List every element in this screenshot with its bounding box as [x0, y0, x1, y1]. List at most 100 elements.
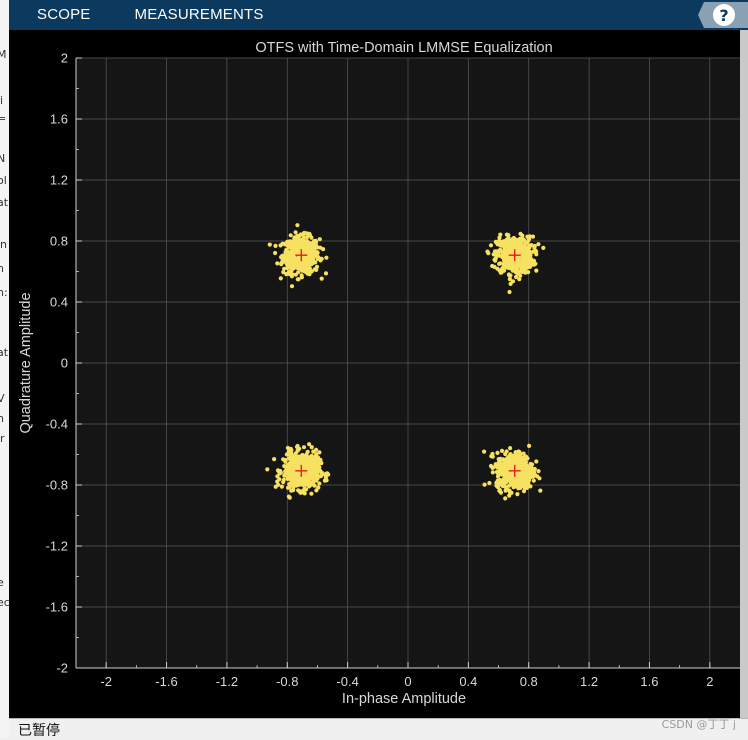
constellation-point — [490, 470, 495, 475]
constellation-point — [278, 243, 283, 248]
constellation-point — [523, 240, 528, 245]
background-text-fragment: n: — [0, 286, 8, 299]
constellation-point — [285, 485, 291, 490]
constellation-point — [295, 277, 300, 282]
constellation-point — [308, 246, 313, 251]
x-axis-label: In-phase Amplitude — [342, 691, 466, 707]
y-tick-label: 1.2 — [50, 173, 68, 188]
constellation-point — [515, 271, 520, 276]
constellation-point — [517, 449, 522, 455]
y-tick-label: -0.8 — [46, 478, 68, 493]
constellation-point — [494, 483, 499, 488]
constellation-point — [296, 257, 302, 262]
constellation-point — [527, 234, 532, 239]
constellation-point — [279, 484, 284, 489]
constellation-point — [324, 255, 329, 260]
constellation-point — [288, 233, 293, 238]
constellation-point — [516, 243, 521, 249]
constellation-point — [302, 486, 307, 491]
tab-measurements[interactable]: MEASUREMENTS — [134, 6, 264, 23]
constellation-point — [501, 243, 506, 248]
x-tick-label: 0.8 — [520, 674, 538, 689]
scope-figure: OTFS with Time-Domain LMMSE Equalization… — [9, 30, 740, 718]
constellation-plot[interactable]: OTFS with Time-Domain LMMSE Equalization… — [9, 30, 740, 718]
window-edge — [740, 30, 748, 718]
help-button[interactable]: ? — [692, 0, 748, 30]
constellation-point — [504, 257, 509, 262]
constellation-point — [287, 250, 292, 255]
constellation-point — [287, 482, 292, 487]
constellation-point — [527, 443, 532, 448]
constellation-point — [523, 454, 529, 459]
constellation-point — [503, 463, 508, 468]
constellation-point — [275, 479, 280, 484]
constellation-point — [286, 265, 291, 270]
constellation-point — [317, 237, 322, 242]
constellation-point — [292, 246, 297, 252]
constellation-point — [281, 477, 286, 482]
constellation-point — [304, 235, 309, 240]
constellation-point — [302, 461, 307, 466]
constellation-point — [288, 453, 293, 458]
constellation-point — [500, 254, 505, 260]
constellation-point — [308, 471, 313, 476]
constellation-point — [265, 467, 270, 472]
background-text-fragment: ir — [0, 432, 5, 445]
constellation-point — [497, 459, 503, 464]
constellation-point — [279, 255, 284, 260]
constellation-point — [312, 267, 317, 272]
constellation-point — [293, 272, 298, 277]
constellation-point — [512, 239, 517, 244]
constellation-point — [309, 235, 314, 240]
constellation-point — [505, 472, 510, 477]
background-text-fragment: at — [0, 346, 9, 359]
constellation-point — [296, 472, 301, 477]
constellation-point — [526, 238, 531, 243]
constellation-point — [506, 272, 512, 277]
tab-scope[interactable]: SCOPE — [37, 6, 91, 23]
constellation-point — [303, 243, 308, 248]
constellation-point — [302, 257, 308, 262]
constellation-point — [519, 468, 525, 473]
constellation-point — [495, 249, 500, 254]
constellation-point — [310, 476, 315, 481]
constellation-point — [502, 249, 507, 254]
y-axis-label: Quadrature Amplitude — [18, 292, 34, 433]
constellation-point — [501, 472, 507, 477]
constellation-point — [281, 270, 286, 275]
constellation-point — [498, 490, 504, 495]
constellation-point — [521, 261, 526, 266]
constellation-point — [291, 458, 296, 463]
constellation-point — [311, 468, 316, 474]
background-text-fragment: e — [0, 576, 4, 589]
constellation-point — [288, 472, 294, 477]
constellation-point — [314, 488, 319, 493]
background-text-fragment: at — [0, 196, 9, 209]
constellation-point — [311, 457, 316, 462]
constellation-point — [510, 460, 515, 465]
help-icon[interactable]: ? — [713, 4, 735, 26]
background-text-fragment: N — [0, 152, 5, 165]
axis-ticks: -2 -1.6 -1.2 -0.8 -0.4 0 0.4 0.8 1.2 1.6 2 2 1.6 1.2 0… — [46, 51, 740, 689]
constellation-point — [301, 235, 306, 240]
constellation-point — [276, 482, 281, 487]
constellation-point — [510, 478, 515, 484]
constellation-point — [313, 460, 319, 465]
constellation-point — [507, 493, 512, 498]
constellation-point — [290, 467, 295, 472]
constellation-point — [520, 233, 525, 238]
constellation-point — [505, 246, 510, 251]
constellation-point — [521, 489, 527, 494]
y-tick-label: 0.4 — [50, 295, 68, 310]
y-tick-label: -1.6 — [46, 600, 68, 615]
constellation-point — [530, 462, 535, 467]
status-bar: 已暂停 CSDN @丁丁 j — [9, 718, 748, 739]
constellation-point — [321, 247, 326, 252]
constellation-point — [284, 262, 290, 267]
background-text-fragment: M — [0, 48, 7, 61]
constellation-point — [495, 242, 500, 247]
constellation-point — [531, 478, 536, 483]
constellation-point — [299, 476, 304, 481]
constellation-point — [290, 272, 295, 277]
constellation-point — [282, 259, 287, 264]
